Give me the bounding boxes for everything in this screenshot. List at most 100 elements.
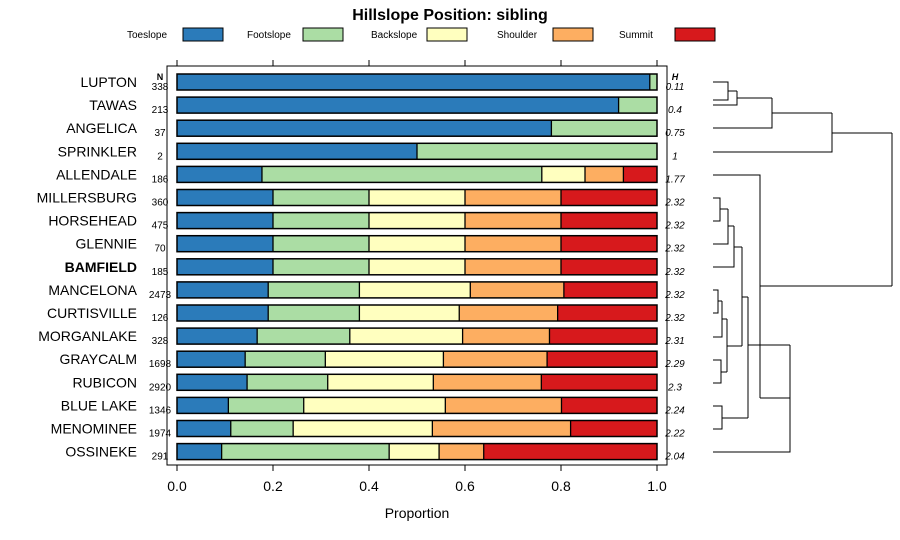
bar-segment-summit	[561, 397, 657, 414]
bar-outline	[176, 165, 658, 184]
bar-segment-toeslope	[177, 120, 552, 137]
bar-outline	[176, 396, 658, 415]
bar-segment-toeslope	[177, 351, 246, 368]
x-tick-label: 0.2	[263, 478, 283, 494]
bar-segment-footslope	[268, 281, 360, 298]
bar-segment-backslope	[541, 166, 585, 183]
x-tick-label: 0.0	[167, 478, 187, 494]
bar-segment-shoulder	[433, 374, 542, 391]
n-value: 2	[157, 151, 163, 162]
bar-segment-backslope	[303, 397, 446, 414]
bar-segment-backslope	[369, 212, 465, 229]
bars	[176, 73, 658, 461]
dendro-branch	[713, 359, 727, 384]
legend-swatch	[674, 27, 716, 42]
n-value: 186	[152, 174, 169, 185]
n-value: 475	[152, 221, 169, 232]
bar-segment-shoulder	[470, 281, 564, 298]
bar-segment-toeslope	[177, 305, 269, 321]
row-labels: LUPTON 338 0.11 TAWAS 213 0.4 ANGELICA 37 0.75 SP…	[37, 74, 686, 463]
bar-segment-footslope	[417, 143, 657, 160]
legend-label: Shoulder	[497, 30, 538, 41]
bar-segment-toeslope	[177, 374, 248, 391]
bar-segment-footslope	[618, 97, 657, 114]
n-value: 338	[152, 82, 169, 93]
h-value: 2.32	[664, 244, 685, 255]
bar-segment-summit	[549, 328, 657, 345]
bar-segment-footslope	[257, 328, 350, 345]
row-label: MANCELONA	[48, 282, 137, 298]
dendro-branch	[713, 91, 772, 106]
row-label: BLUE LAKE	[61, 397, 137, 413]
bar-segment-footslope	[228, 397, 304, 414]
bar-segment-backslope	[293, 420, 433, 437]
bar-segment-toeslope	[177, 258, 273, 275]
bar-segment-summit	[561, 212, 657, 229]
bar-segment-toeslope	[177, 97, 619, 114]
bar-segment-summit	[541, 374, 657, 391]
bar-segment-footslope	[245, 351, 326, 368]
dendro-branch	[713, 209, 734, 245]
x-axis-label: Proportion	[385, 505, 450, 521]
chart-title: Hillslope Position: sibling	[352, 7, 548, 24]
h-value: 2.22	[664, 429, 685, 440]
n-value: 185	[152, 267, 169, 278]
bar-segment-backslope	[359, 281, 471, 298]
row-label: BAMFIELD	[65, 259, 137, 275]
bar-segment-shoulder	[465, 212, 561, 229]
legend-swatch	[552, 27, 594, 42]
row-label: MILLERSBURG	[37, 190, 137, 206]
bar-segment-footslope	[230, 420, 294, 437]
bar-segment-shoulder	[443, 351, 548, 368]
x-tick-label: 0.6	[455, 478, 475, 494]
row-label: HORSEHEAD	[48, 213, 137, 229]
row-label: LUPTON	[80, 74, 137, 90]
bar-segment-backslope	[369, 258, 465, 275]
bar-segment-backslope	[369, 189, 465, 206]
bar-segment-shoulder	[585, 166, 624, 183]
bar-outline	[176, 327, 658, 345]
bar-outline	[176, 304, 658, 322]
bar-segment-footslope	[649, 74, 657, 90]
bar-outline	[176, 119, 658, 137]
bar-segment-footslope	[261, 166, 542, 183]
h-value: 2.3	[667, 382, 682, 393]
row-label: SPRINKLER	[58, 143, 137, 159]
bar-segment-footslope	[268, 305, 360, 321]
dendro-branch	[713, 81, 737, 101]
legend-label: Footslope	[247, 30, 291, 41]
n-value: 37	[154, 128, 166, 139]
bar-outline	[176, 73, 658, 91]
row-label: MENOMINEE	[51, 421, 137, 437]
bar-outline	[176, 350, 658, 368]
row-label: ALLENDALE	[56, 166, 137, 182]
h-value: 2.04	[664, 452, 685, 463]
bar-segment-footslope	[221, 443, 390, 460]
bar-segment-backslope	[327, 374, 434, 391]
dendrogram	[713, 81, 893, 453]
dendro-branch	[741, 247, 748, 346]
n-value: 2920	[149, 382, 172, 393]
bar-segment-backslope	[369, 235, 465, 252]
row-label: ANGELICA	[66, 120, 137, 136]
n-value: 1698	[149, 359, 172, 370]
dendro-branch	[713, 197, 728, 222]
legend-swatch	[302, 27, 344, 42]
dendro-branch	[713, 174, 892, 398]
n-value: 2473	[149, 290, 172, 301]
n-value: 213	[152, 105, 169, 116]
legend: Toeslope Footslope Backslope Shoulder Summit	[127, 27, 716, 42]
h-value: 2.31	[664, 336, 684, 347]
row-label: RUBICON	[72, 374, 137, 390]
h-value: 2.32	[664, 313, 685, 324]
bar-segment-footslope	[273, 235, 369, 252]
n-value: 291	[152, 452, 169, 463]
bar-segment-toeslope	[177, 235, 273, 252]
plot-frame	[166, 65, 668, 466]
bar-segment-shoulder	[432, 420, 571, 437]
dendro-branch	[747, 297, 790, 418]
dendro-branch	[713, 113, 892, 153]
bar-segment-shoulder	[445, 397, 562, 414]
dendro-branch	[726, 319, 742, 372]
